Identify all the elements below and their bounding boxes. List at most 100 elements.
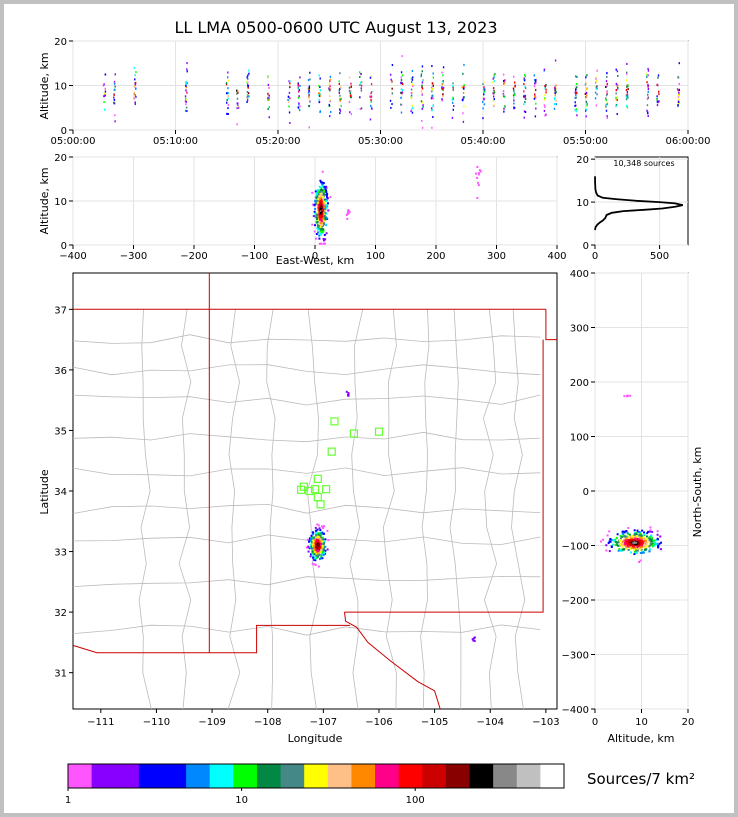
east-west-source [321,212,324,215]
north-south-source [607,542,610,545]
time-height-source [574,101,576,104]
east-west-source [322,182,325,185]
altitude-tick-label: 0 [592,717,598,728]
east-west-source [321,214,324,217]
time-height-source [369,76,372,79]
north-south-source [623,538,626,541]
north-south-source [629,538,632,541]
north-south-source [625,529,628,532]
north-south-source [627,526,630,529]
plan-view-source [313,548,316,551]
time-height-source [483,93,485,96]
east-west-source [324,205,327,208]
station-marker [316,500,325,509]
time-height-source [534,88,537,91]
north-south-source [645,535,648,538]
north-south-source [646,539,649,542]
north-south-source [658,542,661,545]
north-south-source [628,533,631,536]
plan-view-source [315,536,318,539]
time-height-source [605,109,608,112]
time-height-source [360,87,362,90]
time-height-source [246,80,248,83]
time-height-source [432,76,435,79]
plan-view-source [312,539,315,542]
north-south-source [642,551,645,554]
time-height-source [411,104,413,107]
plan-view-source [320,541,323,544]
time-height-source [339,112,341,115]
time-height-source [338,89,340,92]
time-height-source [451,98,454,101]
east-west-tick-label: −400 [59,251,86,262]
time-height-source [574,86,577,89]
time-height-source [441,71,443,74]
north-south-source [626,531,629,534]
north-south-source [617,541,620,544]
north-south-source [632,545,635,548]
time-height-source [626,85,628,88]
time-height-source [513,89,515,92]
time-height-source [586,87,588,90]
time-height-source [401,74,404,77]
time-height-source [389,99,392,102]
time-height-source [359,75,361,78]
time-height-source [113,98,116,101]
time-height-source [329,75,332,78]
time-height-source [400,103,402,106]
east-west-source [324,218,327,221]
north-south-source [636,546,639,549]
north-south-source [643,546,646,549]
time-height-source [626,72,628,75]
north-south-source [615,543,618,546]
time-height-source [647,83,649,86]
time-height-source [677,93,680,96]
time-height-source [114,85,116,88]
time-height-source [268,106,270,109]
east-west-source [320,188,323,191]
time-height-source [677,104,679,107]
east-west-source [316,221,319,224]
north-south-source [626,395,629,398]
plan-view-source [311,551,314,554]
north-south-source [645,544,648,547]
time-height-source [318,85,320,88]
time-height-source [421,107,423,110]
latitude-tick-label: 33 [54,548,67,559]
north-south-source [659,548,662,551]
time-height-source [617,74,619,77]
east-west-source [325,198,328,201]
time-height-source [585,88,587,91]
time-height-source [533,74,535,77]
time-height-source [298,102,300,105]
plan-view-source [326,548,329,551]
time-height-source [421,126,424,129]
time-height-source [360,84,363,87]
time-height-source [647,69,650,72]
time-height-source [319,86,321,89]
time-height-source [657,74,660,77]
time-height-source [494,72,496,75]
time-height-source [288,105,290,108]
north-south-source [640,548,643,551]
east-west-source [322,199,325,202]
north-south-source [627,539,630,542]
time-height-source [308,104,311,107]
time-height-source [102,84,105,87]
east-west-source [315,233,318,236]
time-height-source [370,95,373,98]
time-height-source [309,71,311,74]
time-height-source [432,82,435,85]
time-height-source [410,80,413,83]
time-height-source [545,113,547,116]
east-west-source [319,190,322,193]
longitude-tick-label: −108 [254,717,281,728]
north-south-source [645,545,648,548]
time-height-source [246,99,249,102]
time-height-source [575,88,577,91]
east-west-source [475,172,478,175]
time-height-source [503,80,505,83]
time-height-source [309,78,311,81]
time-height-source [186,70,188,73]
east-west-source [322,210,325,213]
